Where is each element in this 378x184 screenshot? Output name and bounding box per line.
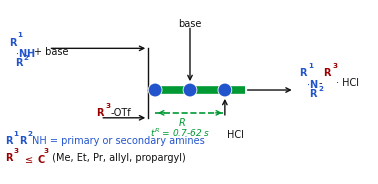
Circle shape (149, 84, 162, 96)
Text: $\cdot$N: $\cdot$N (305, 78, 318, 90)
Text: base: base (178, 19, 202, 29)
Text: 3: 3 (105, 103, 110, 109)
Text: -OTf: -OTf (110, 108, 131, 118)
Text: R: R (5, 153, 12, 162)
Text: 1: 1 (308, 63, 314, 69)
Text: R: R (96, 108, 104, 118)
Text: R: R (5, 136, 12, 146)
Text: R: R (300, 68, 307, 78)
Text: 2: 2 (23, 55, 29, 61)
Text: $t^R$ = 0.7-62 s: $t^R$ = 0.7-62 s (150, 127, 211, 139)
Text: 3: 3 (43, 148, 48, 154)
Text: -: - (319, 78, 322, 88)
Circle shape (184, 84, 197, 96)
Text: R: R (324, 68, 331, 78)
Text: · HCl: · HCl (336, 78, 359, 88)
Text: $\cdot$NH: $\cdot$NH (15, 47, 35, 59)
Text: 3: 3 (333, 63, 338, 69)
Text: 3: 3 (14, 148, 19, 154)
Text: $\leq$ C: $\leq$ C (19, 153, 46, 164)
Text: NH = primary or secondary amines: NH = primary or secondary amines (32, 136, 204, 146)
Circle shape (218, 84, 231, 96)
Text: R: R (9, 38, 16, 48)
Text: 1: 1 (18, 32, 23, 38)
Text: (Me, Et, Pr, allyl, propargyl): (Me, Et, Pr, allyl, propargyl) (48, 153, 185, 162)
Text: R: R (19, 136, 26, 146)
Text: R: R (179, 118, 185, 128)
Text: HCl: HCl (227, 130, 244, 140)
Text: 1: 1 (14, 131, 19, 137)
Text: 2: 2 (28, 131, 33, 137)
Text: + base: + base (34, 47, 68, 57)
Text: 2: 2 (319, 86, 324, 92)
Text: R: R (15, 58, 22, 68)
Text: R: R (310, 89, 317, 99)
